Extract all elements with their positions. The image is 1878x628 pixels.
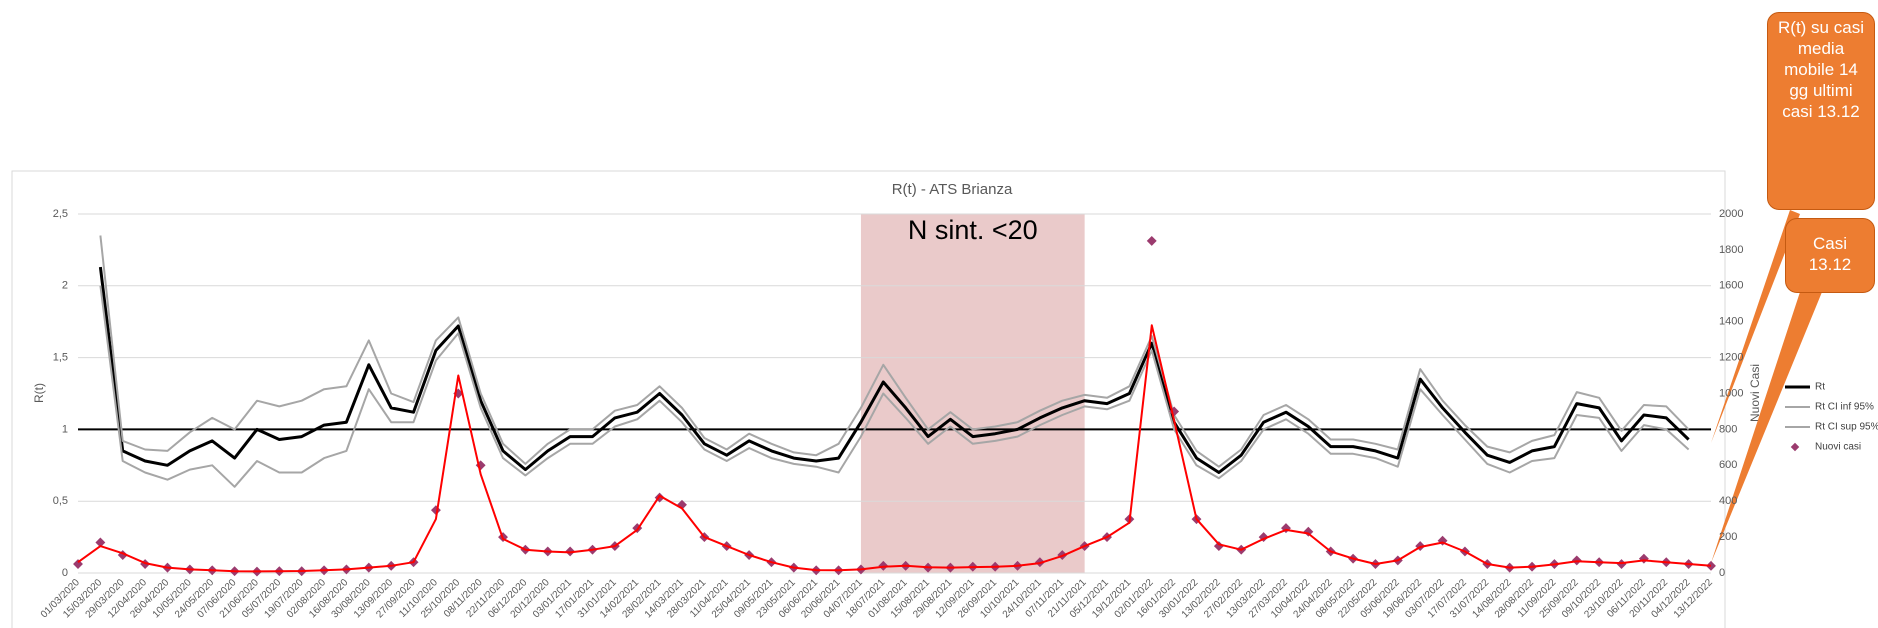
y2-axis-title: Nuovi Casi bbox=[1748, 364, 1762, 422]
callout: R(t) su casi media mobile 14 gg ultimi c… bbox=[1767, 12, 1875, 210]
y2-tick-label: 200 bbox=[1719, 531, 1737, 543]
legend-label: Rt CI inf 95% bbox=[1815, 402, 1874, 413]
legend-label: Rt bbox=[1815, 382, 1825, 393]
shaded-region-label: N sint. <20 bbox=[908, 215, 1038, 245]
y2-tick-label: 1400 bbox=[1719, 316, 1743, 328]
series-line bbox=[98, 266, 1690, 474]
y-tick-label: 0,5 bbox=[53, 495, 68, 507]
y-tick-label: 1,5 bbox=[53, 352, 68, 364]
y2-tick-label: 1200 bbox=[1719, 352, 1743, 364]
chart-title: R(t) - ATS Brianza bbox=[892, 181, 1013, 198]
y2-tick-label: 2000 bbox=[1719, 208, 1743, 220]
y2-tick-label: 1000 bbox=[1719, 387, 1743, 399]
y-axis-title: R(t) bbox=[32, 383, 46, 403]
y2-tick-label: 1600 bbox=[1719, 280, 1743, 292]
legend-marker bbox=[1790, 442, 1800, 452]
data-point bbox=[1146, 235, 1157, 246]
data-point bbox=[1303, 526, 1314, 537]
y2-tick-label: 0 bbox=[1719, 567, 1725, 579]
y-tick-label: 2 bbox=[62, 280, 68, 292]
series-line bbox=[99, 285, 1690, 488]
y2-tick-label: 1800 bbox=[1719, 244, 1743, 256]
callout-pointer bbox=[1711, 210, 1800, 443]
series-line bbox=[99, 235, 1690, 468]
shaded-region bbox=[860, 214, 1085, 573]
data-point bbox=[1706, 560, 1716, 571]
y2-tick-label: 600 bbox=[1719, 459, 1737, 471]
legend-label: Rt CI sup 95% bbox=[1815, 422, 1878, 433]
data-point bbox=[95, 537, 106, 548]
series-line bbox=[77, 324, 1712, 573]
y-tick-label: 0 bbox=[62, 567, 68, 579]
callout-pointer bbox=[1711, 292, 1822, 563]
legend-label: Nuovi casi bbox=[1815, 442, 1861, 453]
callout: Casi 13.12 bbox=[1785, 218, 1875, 293]
y2-tick-label: 400 bbox=[1719, 495, 1737, 507]
y-tick-label: 2,5 bbox=[53, 208, 68, 220]
y-tick-label: 1 bbox=[62, 423, 68, 435]
y2-tick-label: 800 bbox=[1719, 423, 1737, 435]
data-point bbox=[1213, 541, 1224, 552]
